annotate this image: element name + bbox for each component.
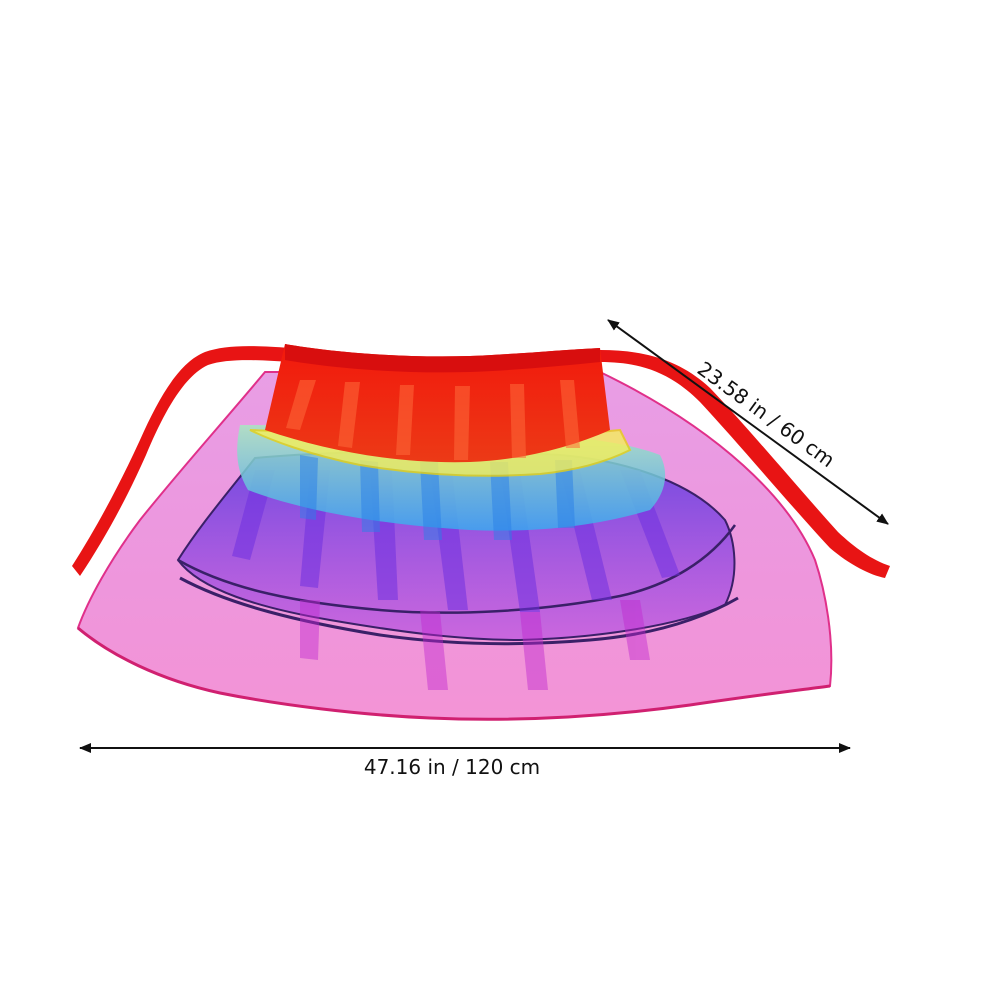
width-dimension-label: 47.16 in / 120 cm [364, 755, 540, 779]
height-dimension-line [607, 319, 889, 525]
red-pleats [286, 380, 580, 460]
pink-pleats [300, 600, 650, 690]
red-waistband-top [285, 344, 600, 373]
purple-hem-upper [177, 524, 737, 614]
left-ribbon [72, 346, 290, 576]
purple-hem-lower [179, 576, 739, 646]
blue-pleats [300, 455, 575, 540]
pink-hem [77, 626, 831, 721]
